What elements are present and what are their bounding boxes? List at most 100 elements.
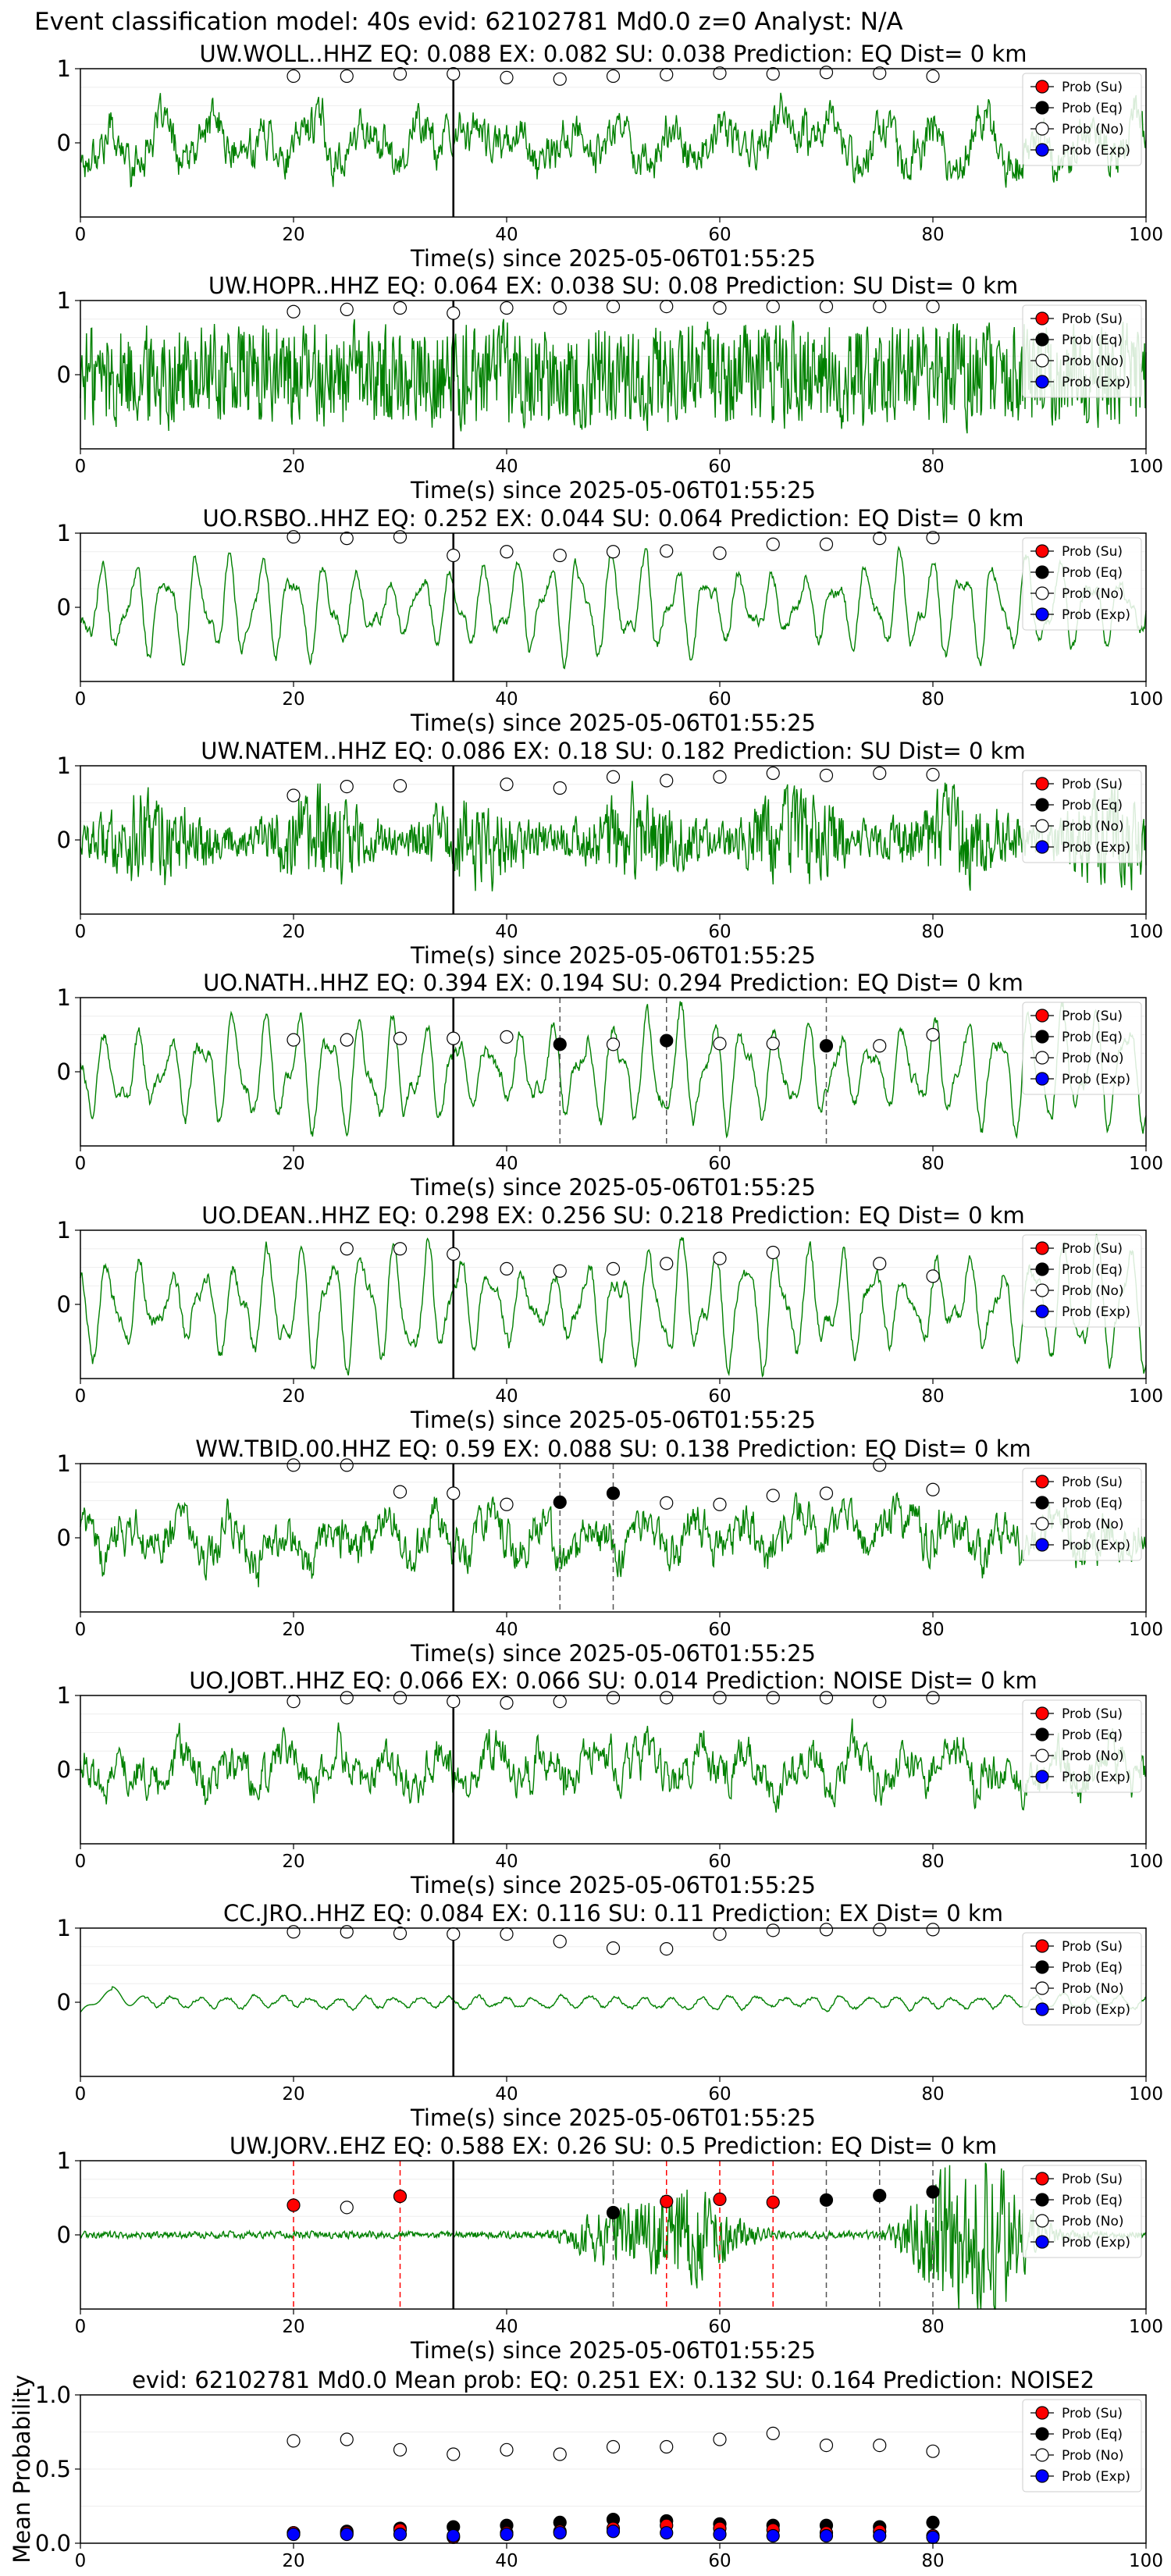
- prob-marker-no: [713, 770, 727, 784]
- x-tick-label: 20: [282, 2317, 304, 2337]
- x-axis-label: Time(s) since 2025-05-06T01:55:25: [410, 1174, 816, 1201]
- x-tick-label: 80: [921, 457, 944, 477]
- x-tick-label: 60: [708, 1852, 731, 1872]
- prob-marker-no: [819, 66, 834, 80]
- prob-marker-no: [926, 1923, 940, 1937]
- x-tick-label: 80: [921, 922, 944, 942]
- x-tick-label: 100: [1129, 922, 1163, 942]
- x-tick-label: 0: [75, 1852, 87, 1872]
- legend-label: Prob (No): [1062, 2214, 1124, 2229]
- y-tick-label: 1.0: [35, 2382, 71, 2408]
- prob-marker-eq: [660, 1034, 674, 1048]
- prob-marker-no: [660, 67, 674, 82]
- seismogram-trace: [80, 1233, 1147, 1378]
- legend-label: Prob (Su): [1062, 1939, 1123, 1955]
- prob-marker-no: [926, 531, 940, 545]
- legend-label: Prob (Eq): [1062, 333, 1123, 348]
- prob-marker-no: [766, 1037, 780, 1051]
- legend-marker-no: [1035, 2448, 1049, 2462]
- legend-marker-su: [1035, 1475, 1049, 1489]
- prob-marker-no: [819, 1691, 834, 1705]
- legend-marker-exp: [1035, 1770, 1049, 1784]
- prob-marker-no: [926, 767, 940, 782]
- x-tick-label: 40: [495, 2317, 518, 2337]
- legend-box: [1022, 537, 1142, 631]
- legend-marker-exp: [1035, 607, 1049, 621]
- legend-label: Prob (No): [1062, 2448, 1124, 2464]
- x-tick-label: 20: [282, 1620, 304, 1640]
- prob-marker-no: [447, 1247, 461, 1261]
- prob-marker-no: [393, 67, 408, 81]
- x-tick-label: 80: [921, 2317, 944, 2337]
- y-tick-label: 1: [57, 520, 71, 546]
- legend-box: [1022, 1699, 1142, 1793]
- prob-marker-no: [447, 548, 461, 563]
- legend-box: [1022, 2399, 1142, 2492]
- x-tick-label: 40: [495, 457, 518, 477]
- x-tick-label: 20: [282, 922, 304, 942]
- panel-title: WW.TBID.00.HHZ EQ: 0.59 EX: 0.088 SU: 0.…: [195, 1436, 1031, 1462]
- mean-prob-marker-exp: [393, 2528, 408, 2542]
- prob-marker-no: [606, 545, 621, 559]
- prob-marker-no: [553, 1264, 567, 1278]
- legend-label: Prob (No): [1062, 819, 1124, 834]
- y-tick-label: 0: [57, 1291, 71, 1318]
- prob-marker-su: [287, 2198, 301, 2212]
- legend-marker-no: [1035, 586, 1049, 600]
- legend-marker-no: [1035, 2214, 1049, 2228]
- prob-marker-no: [447, 1486, 461, 1500]
- legend-box: [1022, 1468, 1142, 1561]
- prob-marker-no: [287, 788, 301, 802]
- mean-prob-marker-exp: [287, 2528, 301, 2542]
- legend-marker-exp: [1035, 2469, 1049, 2483]
- seismogram-trace: [80, 1718, 1147, 1813]
- panel-title: UW.NATEM..HHZ EQ: 0.086 EX: 0.18 SU: 0.1…: [201, 738, 1025, 764]
- prob-marker-no: [819, 1486, 834, 1500]
- mean-prob-marker-exp: [447, 2528, 461, 2543]
- waveform-panel-0: UW.WOLL..HHZ EQ: 0.088 EX: 0.082 SU: 0.0…: [57, 41, 1163, 272]
- panel-stack: UW.WOLL..HHZ EQ: 0.088 EX: 0.082 SU: 0.0…: [9, 41, 1163, 2571]
- legend-label: Prob (Eq): [1062, 1262, 1123, 1278]
- x-tick-label: 40: [495, 689, 518, 710]
- legend-label: Prob (Exp): [1062, 2469, 1130, 2485]
- y-tick-label: 0: [57, 1756, 71, 1783]
- mean-prob-marker-exp: [606, 2524, 621, 2539]
- x-tick-label: 40: [495, 1852, 518, 1872]
- legend-marker-eq: [1035, 798, 1049, 812]
- legend-marker-exp: [1035, 1538, 1049, 1552]
- x-tick-label: 0: [75, 457, 87, 477]
- legend-label: Prob (No): [1062, 1283, 1124, 1299]
- legend-label: Prob (Eq): [1062, 565, 1123, 581]
- legend-label: Prob (Exp): [1062, 607, 1130, 623]
- legend-label: Prob (Eq): [1062, 101, 1123, 116]
- prob-marker-no: [553, 1695, 567, 1709]
- legend-label: Prob (No): [1062, 1051, 1124, 1066]
- prob-marker-no: [926, 1691, 940, 1705]
- prob-marker-no: [553, 301, 567, 315]
- legend-label: Prob (Su): [1062, 1475, 1123, 1490]
- x-tick-label: 20: [282, 457, 304, 477]
- mean-prob-marker-no: [660, 2439, 674, 2454]
- legend-label: Prob (Su): [1062, 2172, 1123, 2187]
- prob-marker-no: [660, 774, 674, 788]
- legend-marker-eq: [1035, 1727, 1049, 1742]
- mean-prob-marker-no: [447, 2447, 461, 2461]
- legend-marker-su: [1035, 1706, 1049, 1720]
- prob-marker-no: [447, 1031, 461, 1045]
- legend-label: Prob (Exp): [1062, 1770, 1130, 1785]
- y-axis-label: Mean Probability: [9, 2375, 35, 2564]
- legend-label: Prob (Eq): [1062, 2193, 1123, 2208]
- x-tick-label: 80: [921, 225, 944, 245]
- waveform-panel-2: UO.RSBO..HHZ EQ: 0.252 EX: 0.044 SU: 0.0…: [57, 505, 1163, 736]
- waveform-panel-4: UO.NATH..HHZ EQ: 0.394 EX: 0.194 SU: 0.2…: [57, 970, 1163, 1201]
- x-axis-label: Time(s) since 2025-05-06T01:55:25: [410, 942, 816, 969]
- panel-title: UW.JORV..EHZ EQ: 0.588 EX: 0.26 SU: 0.5 …: [230, 2133, 997, 2159]
- x-tick-label: 40: [495, 1154, 518, 1174]
- mean-prob-marker-exp: [340, 2528, 354, 2542]
- legend-marker-no: [1035, 819, 1049, 833]
- prob-marker-no: [500, 1261, 514, 1276]
- prob-marker-eq: [606, 2205, 621, 2220]
- x-tick-label: 40: [495, 922, 518, 942]
- prob-marker-no: [819, 1923, 834, 1937]
- prob-marker-no: [287, 1458, 301, 1472]
